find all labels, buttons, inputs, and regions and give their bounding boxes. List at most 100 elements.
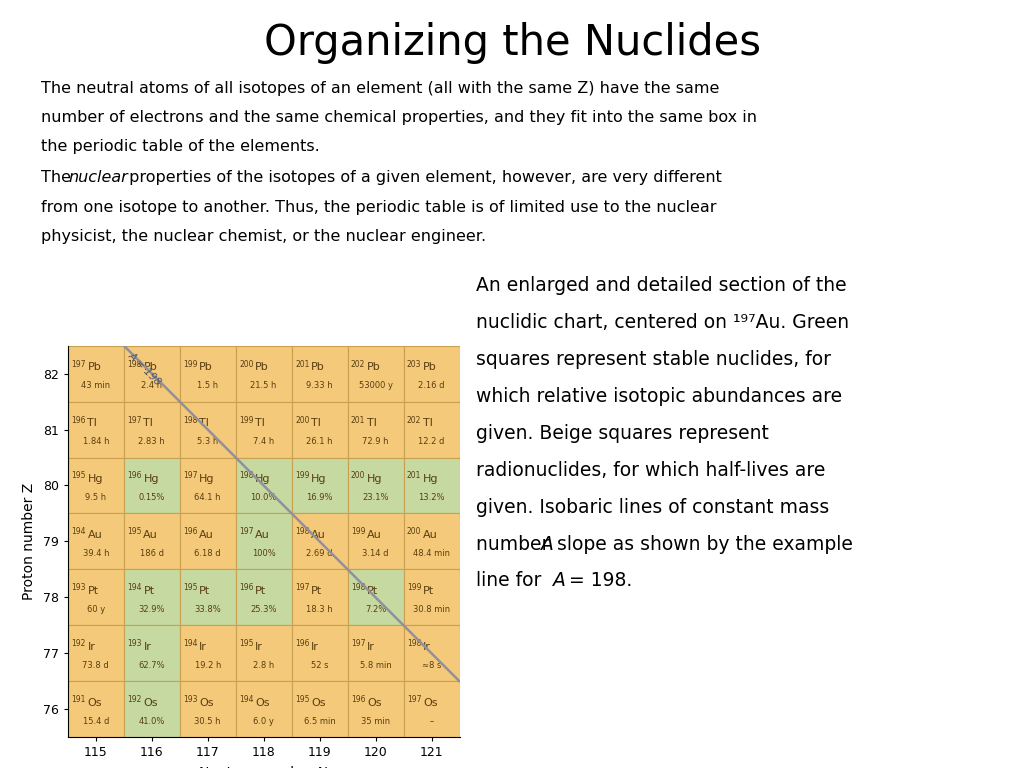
Text: Ir: Ir (87, 642, 95, 652)
Text: 194: 194 (127, 584, 141, 592)
Text: Tl: Tl (255, 419, 265, 429)
Text: A = 198: A = 198 (127, 350, 164, 387)
Bar (236, 458, 292, 514)
Text: Pt: Pt (200, 586, 211, 596)
Bar (403, 625, 460, 681)
Bar (347, 514, 403, 569)
Text: 202: 202 (351, 359, 366, 369)
Text: The: The (41, 170, 76, 186)
Text: 198: 198 (127, 359, 141, 369)
Text: Ir: Ir (200, 642, 207, 652)
Text: Pt: Pt (143, 586, 155, 596)
Text: 198: 198 (351, 584, 366, 592)
Text: 30.5 h: 30.5 h (195, 717, 221, 726)
Text: Pb: Pb (255, 362, 269, 372)
Text: 2.16 d: 2.16 d (418, 382, 444, 390)
Text: physicist, the nuclear chemist, or the nuclear engineer.: physicist, the nuclear chemist, or the n… (41, 229, 486, 244)
Text: 41.0%: 41.0% (138, 717, 165, 726)
Text: 25.3%: 25.3% (251, 605, 276, 614)
Bar (236, 625, 292, 681)
Bar (124, 402, 180, 458)
Text: Ir: Ir (255, 642, 263, 652)
Text: 72.9 h: 72.9 h (362, 437, 389, 446)
Text: Au: Au (255, 530, 270, 540)
Text: number of electrons and the same chemical properties, and they fit into the same: number of electrons and the same chemica… (41, 110, 757, 125)
Text: 196: 196 (239, 584, 254, 592)
Bar (236, 346, 292, 402)
Text: 2.8 h: 2.8 h (253, 661, 274, 670)
Text: 197: 197 (239, 528, 254, 537)
Text: 203: 203 (407, 359, 422, 369)
Text: 200: 200 (407, 528, 422, 537)
Text: Ir: Ir (143, 642, 152, 652)
Text: Os: Os (143, 698, 158, 708)
Text: 18.3 h: 18.3 h (306, 605, 333, 614)
Bar (403, 681, 460, 737)
Text: Pb: Pb (311, 362, 325, 372)
Text: 201: 201 (295, 359, 309, 369)
Bar (180, 458, 236, 514)
Text: 193: 193 (72, 584, 86, 592)
Text: Au: Au (143, 530, 158, 540)
Text: 3.14 d: 3.14 d (362, 549, 389, 558)
Text: nuclear: nuclear (69, 170, 128, 186)
Y-axis label: Proton number Z: Proton number Z (22, 483, 36, 600)
Text: 202: 202 (407, 415, 421, 425)
Text: 199: 199 (407, 584, 422, 592)
Bar (403, 346, 460, 402)
Bar (124, 346, 180, 402)
Text: 35 min: 35 min (361, 717, 390, 726)
Text: Au: Au (87, 530, 102, 540)
Text: 15.4 d: 15.4 d (83, 717, 109, 726)
Text: 12.2 d: 12.2 d (419, 437, 444, 446)
Text: 52 s: 52 s (311, 661, 329, 670)
Text: 2.69 d: 2.69 d (306, 549, 333, 558)
Text: 195: 195 (127, 528, 141, 537)
Bar (180, 569, 236, 625)
Text: which relative isotopic abundances are: which relative isotopic abundances are (476, 387, 843, 406)
Text: 30.8 min: 30.8 min (413, 605, 451, 614)
Text: Pt: Pt (423, 586, 434, 596)
Text: Ir: Ir (368, 642, 375, 652)
Bar (68, 402, 124, 458)
Text: Tl: Tl (87, 419, 97, 429)
Bar (347, 458, 403, 514)
Text: The neutral atoms of all isotopes of an element (all with the same ​Z​) have the: The neutral atoms of all isotopes of an … (41, 81, 719, 96)
Text: Pt: Pt (311, 586, 323, 596)
Text: Hg: Hg (143, 475, 159, 485)
Bar (347, 346, 403, 402)
Text: 199: 199 (183, 359, 198, 369)
Text: 196: 196 (72, 415, 86, 425)
Text: 193: 193 (183, 695, 198, 704)
Bar (124, 625, 180, 681)
Bar (180, 346, 236, 402)
Text: 16.9%: 16.9% (306, 493, 333, 502)
Text: Tl: Tl (200, 419, 209, 429)
Text: 195: 195 (239, 639, 254, 648)
Text: Pb: Pb (87, 362, 101, 372)
Text: 0.15%: 0.15% (138, 493, 165, 502)
Bar (68, 681, 124, 737)
Text: 6.18 d: 6.18 d (195, 549, 221, 558)
Text: 186 d: 186 d (139, 549, 164, 558)
Bar (236, 681, 292, 737)
Text: 200: 200 (239, 359, 254, 369)
Text: Organizing the Nuclides: Organizing the Nuclides (263, 22, 761, 64)
Text: An enlarged and detailed section of the: An enlarged and detailed section of the (476, 276, 847, 296)
Text: 197: 197 (127, 415, 141, 425)
Bar (180, 625, 236, 681)
Text: 73.8 d: 73.8 d (83, 661, 110, 670)
Text: Au: Au (200, 530, 214, 540)
Text: 201: 201 (407, 472, 421, 481)
Text: Au: Au (368, 530, 382, 540)
Text: 33.8%: 33.8% (195, 605, 221, 614)
Text: 199: 199 (239, 415, 254, 425)
Text: 1.84 h: 1.84 h (83, 437, 110, 446)
Text: 13.2%: 13.2% (418, 493, 444, 502)
Text: 200: 200 (351, 472, 366, 481)
Text: given. Isobaric lines of constant mass: given. Isobaric lines of constant mass (476, 498, 829, 517)
Text: Hg: Hg (87, 475, 103, 485)
Bar (68, 514, 124, 569)
Text: 7.4 h: 7.4 h (253, 437, 274, 446)
Text: Pt: Pt (87, 586, 98, 596)
